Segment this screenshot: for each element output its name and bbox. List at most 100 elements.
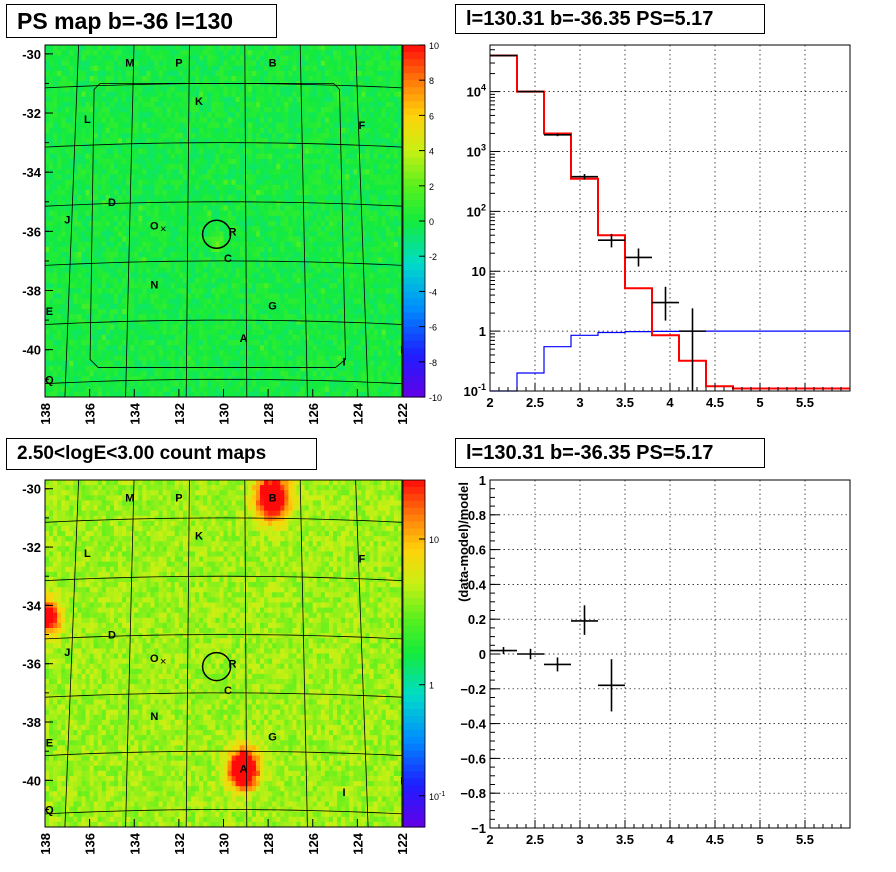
residual-xtick-2.5: 2.5 xyxy=(526,832,544,847)
source-label-E: E xyxy=(46,737,53,749)
count-map-ytick--36: -36 xyxy=(22,657,41,672)
source-label-B: B xyxy=(269,492,277,504)
source-label-N: N xyxy=(150,280,158,292)
residual-xtick-3.5: 3.5 xyxy=(616,832,634,847)
ps-map-xtick-122: 122 xyxy=(395,403,410,425)
ps-map-coord-grid xyxy=(45,45,402,397)
residual-data-point-4 xyxy=(571,605,598,635)
residual-xtick-4.5: 4.5 xyxy=(706,832,724,847)
spectrum-data-point-4 xyxy=(571,174,598,180)
ps-map-cbtick-8: 8 xyxy=(429,76,434,86)
spectrum-data-point-6 xyxy=(625,248,652,267)
source-label-D: D xyxy=(108,197,116,209)
ps-map-panel: MPBKLFDJORCNGEAHIQ×-30-32-34-36-38-40138… xyxy=(22,41,442,425)
source-label-O: O xyxy=(150,220,159,232)
count-map-xtick-124: 124 xyxy=(350,832,365,854)
spectrum-xtick-4: 4 xyxy=(666,395,674,410)
source-label-C: C xyxy=(224,685,232,697)
spectrum-data-point-8 xyxy=(679,308,706,391)
count-map-cross-marker: × xyxy=(160,656,166,668)
ps-map-xtick-136: 136 xyxy=(83,403,98,425)
spectrum-xtick-5: 5 xyxy=(756,395,763,410)
ps-map-xtick-126: 126 xyxy=(306,403,321,425)
spectrum-data-point-7 xyxy=(652,286,679,321)
source-label-F: F xyxy=(358,554,365,566)
count-map-ytick--30: -30 xyxy=(22,482,41,497)
count-map-xtick-132: 132 xyxy=(172,833,187,855)
source-label-R: R xyxy=(228,659,236,671)
residual-ytick-1: 0.8 xyxy=(468,508,486,523)
spectrum-xtick-2.5: 2.5 xyxy=(526,395,544,410)
ps-map-cbtick-4: 4 xyxy=(429,147,434,157)
residual-ytick-9: −0.8 xyxy=(460,786,486,801)
count-map-ytick--32: -32 xyxy=(22,540,41,555)
residual-panel: 2 2.5 3 3.5 4 4.5 5 5.5 1 0.8 0.6 0.4 0.2 0 −0.2 −0.4 −0… xyxy=(456,473,851,847)
residual-ytick-10: −1 xyxy=(471,821,486,836)
residual-ylabel: (data-model)/model xyxy=(456,482,471,602)
source-label-F: F xyxy=(358,120,365,132)
residual-data-point-3 xyxy=(544,657,571,672)
residual-ytick-4: 0.2 xyxy=(468,612,486,627)
count-map-xtick-128: 128 xyxy=(261,833,276,855)
spectrum-panel: 2 2.5 3 3.5 4 4.5 5 5.5 10-1 1 10 102 103 104 xyxy=(464,44,851,410)
count-map-xtick-130: 130 xyxy=(217,833,232,855)
spectrum-xtick-5.5: 5.5 xyxy=(796,395,814,410)
source-label-G: G xyxy=(268,300,277,312)
source-label-Q: Q xyxy=(45,374,54,386)
spectrum-data-point-3 xyxy=(544,133,571,137)
source-label-L: L xyxy=(84,548,91,560)
ps-map-target-circle xyxy=(201,219,232,250)
ps-map-cbtick--6: -6 xyxy=(429,323,437,333)
source-label-L: L xyxy=(84,114,91,126)
ps-map-xtick-134: 134 xyxy=(127,402,142,424)
count-map-xtick-134: 134 xyxy=(127,832,142,854)
source-label-G: G xyxy=(268,732,277,744)
ps-map-ytick--36: -36 xyxy=(22,224,41,239)
source-label-A: A xyxy=(240,764,248,776)
spectrum-ytick-10^2: 102 xyxy=(467,202,486,219)
count-map-xtick-122: 122 xyxy=(395,833,410,855)
ps-map-ytick--38: -38 xyxy=(22,284,41,299)
ps-map-cbtick-10: 10 xyxy=(429,41,439,51)
spectrum-ytick-1: 1 xyxy=(479,324,486,339)
count-map-ytick--38: -38 xyxy=(22,715,41,730)
count-map-cbtick-10^-1: 10-1 xyxy=(429,791,445,802)
ps-map-cbtick--4: -4 xyxy=(429,287,437,297)
count-map-xtick-138: 138 xyxy=(38,833,53,855)
count-map-ytick--40: -40 xyxy=(22,773,41,788)
ps-map-title: PS map b=-36 l=130 xyxy=(6,4,277,38)
ps-map-xtick-132: 132 xyxy=(172,403,187,425)
spectrum-ytick-10^3: 103 xyxy=(467,142,486,159)
ps-map-ytick--32: -32 xyxy=(22,106,41,121)
source-label-H: H xyxy=(400,345,408,357)
residual-title: l=130.31 b=-36.35 PS=5.17 xyxy=(455,438,765,468)
spectrum-grid xyxy=(489,45,806,391)
residual-data-point-2 xyxy=(517,648,544,660)
ps-map-xtick-128: 128 xyxy=(261,403,276,425)
spectrum-data-point-2 xyxy=(517,90,544,93)
ps-map-ytick--30: -30 xyxy=(22,47,41,62)
residual-ytick-0: 1 xyxy=(479,473,486,488)
source-label-B: B xyxy=(269,58,277,70)
source-label-Q: Q xyxy=(45,805,54,817)
residual-xtick-5.5: 5.5 xyxy=(796,832,814,847)
ps-map-xtick-138: 138 xyxy=(38,403,53,425)
residual-xtick-3: 3 xyxy=(576,832,583,847)
source-label-R: R xyxy=(228,226,236,238)
ps-map-ytick--40: -40 xyxy=(22,343,41,358)
count-map-cbtick-1: 1 xyxy=(429,681,434,691)
spectrum-xtick-4.5: 4.5 xyxy=(706,395,724,410)
residual-xtick-4: 4 xyxy=(666,832,674,847)
ps-map-xtick-130: 130 xyxy=(217,403,232,425)
source-label-P: P xyxy=(175,58,182,70)
residual-ytick-7: −0.4 xyxy=(460,717,486,732)
count-map-field: M P B K L F D J O R C N G E A H I Q × xyxy=(45,480,402,827)
spectrum-title: l=130.31 b=-36.35 PS=5.17 xyxy=(455,4,765,34)
spectrum-xtick-3.5: 3.5 xyxy=(616,395,634,410)
count-map-cbtick-10: 10 xyxy=(429,535,439,545)
spectrum-background-model xyxy=(490,330,850,392)
residual-ytick-6: −0.2 xyxy=(460,682,486,697)
residual-ytick-5: 0 xyxy=(479,647,486,662)
spectrum-ytick-10: 10 xyxy=(472,264,486,279)
